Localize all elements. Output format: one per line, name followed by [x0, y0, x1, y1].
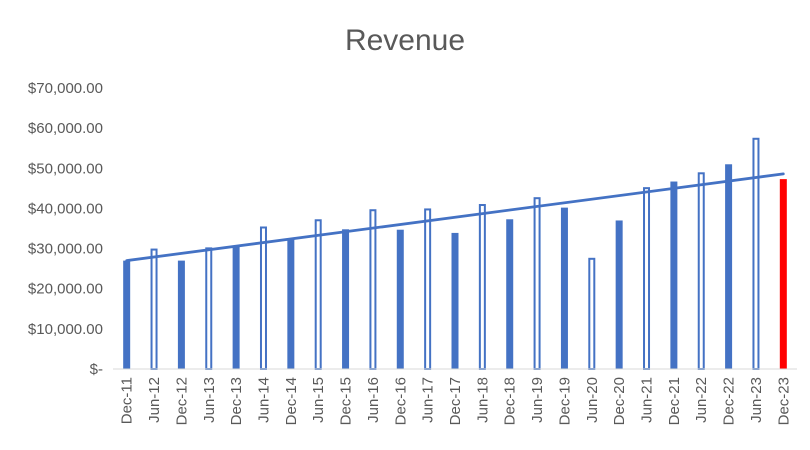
bar-dec-19	[560, 207, 568, 369]
bar-dec-16	[396, 229, 404, 369]
y-tick-label-6: $60,000.00	[28, 120, 103, 137]
y-tick-label-2: $20,000.00	[28, 281, 103, 298]
bar-dec-15	[342, 229, 350, 369]
x-tick-label-3: Jun-13	[201, 377, 218, 423]
x-tick-label-11: Jun-17	[420, 377, 437, 423]
bar-jun-18	[478, 204, 486, 370]
x-tick-label-14: Dec-18	[502, 377, 519, 425]
bar-jun-14	[259, 226, 267, 370]
bar-jun-20	[588, 257, 596, 371]
bar-jun-12	[150, 248, 158, 370]
x-tick-label-9: Jun-16	[365, 377, 382, 423]
bar-jun-23	[752, 137, 760, 370]
bar-jun-17	[424, 208, 432, 370]
bar-jun-22	[697, 172, 705, 370]
bar-dec-18	[506, 219, 514, 369]
x-tick-label-6: Dec-14	[283, 377, 300, 425]
x-tick-label-24: Dec-23	[775, 377, 792, 425]
bar-dec-14	[287, 238, 295, 369]
x-tick-label-12: Dec-17	[447, 377, 464, 425]
x-tick-label-8: Dec-15	[338, 377, 355, 425]
bar-dec-11	[123, 260, 131, 369]
bar-dec-20	[615, 220, 623, 369]
y-tick-label-7: $70,000.00	[28, 80, 103, 97]
bar-dec-12	[177, 260, 185, 369]
x-tick-label-4: Dec-13	[228, 377, 245, 425]
x-axis: Dec-11 Jun-12 Dec-12 Jun-13 Dec-13 Jun-14 Dec-…	[113, 368, 797, 425]
x-tick-label-5: Jun-14	[255, 377, 272, 423]
x-tick-label-13: Jun-18	[474, 377, 491, 423]
bars	[123, 137, 787, 371]
x-tick-label-7: Jun-15	[310, 377, 327, 423]
bar-jun-16	[369, 209, 377, 370]
x-tick-label-22: Dec-22	[721, 377, 738, 425]
x-tick-label-21: Jun-22	[693, 377, 710, 423]
x-tick-label-18: Dec-20	[611, 377, 628, 425]
y-tick-label-3: $30,000.00	[28, 241, 103, 258]
y-axis: $- $10,000.00 $20,000.00 $30,000.00 $40,000.…	[28, 80, 103, 378]
x-tick-label-15: Jun-19	[529, 377, 546, 423]
bar-jun-13	[205, 247, 213, 370]
y-tick-label-4: $40,000.00	[28, 200, 103, 217]
x-tick-label-23: Jun-23	[748, 377, 765, 423]
bar-jun-15	[314, 219, 322, 370]
trendline-group	[125, 172, 785, 263]
x-tick-label-16: Dec-19	[556, 377, 573, 425]
bar-dec-23	[779, 179, 787, 369]
trendline	[125, 172, 785, 263]
x-tick-label-20: Dec-21	[666, 377, 683, 425]
y-tick-label-1: $10,000.00	[28, 321, 103, 338]
x-tick-label-1: Jun-12	[146, 377, 163, 423]
x-tick-label-10: Dec-16	[392, 377, 409, 425]
bar-dec-13	[232, 245, 240, 369]
y-tick-label-0: $-	[90, 361, 103, 378]
bar-jun-19	[533, 197, 541, 370]
chart-title: Revenue	[345, 24, 465, 57]
x-tick-label-2: Dec-12	[173, 377, 190, 425]
y-tick-label-5: $50,000.00	[28, 160, 103, 177]
x-tick-label-19: Jun-21	[639, 377, 656, 423]
x-tick-label-0: Dec-11	[119, 377, 136, 424]
bar-dec-21	[670, 181, 678, 369]
bar-dec-22	[725, 164, 733, 369]
bar-dec-17	[451, 232, 459, 369]
x-tick-label-17: Jun-20	[584, 377, 601, 423]
bar-jun-21	[643, 187, 651, 370]
